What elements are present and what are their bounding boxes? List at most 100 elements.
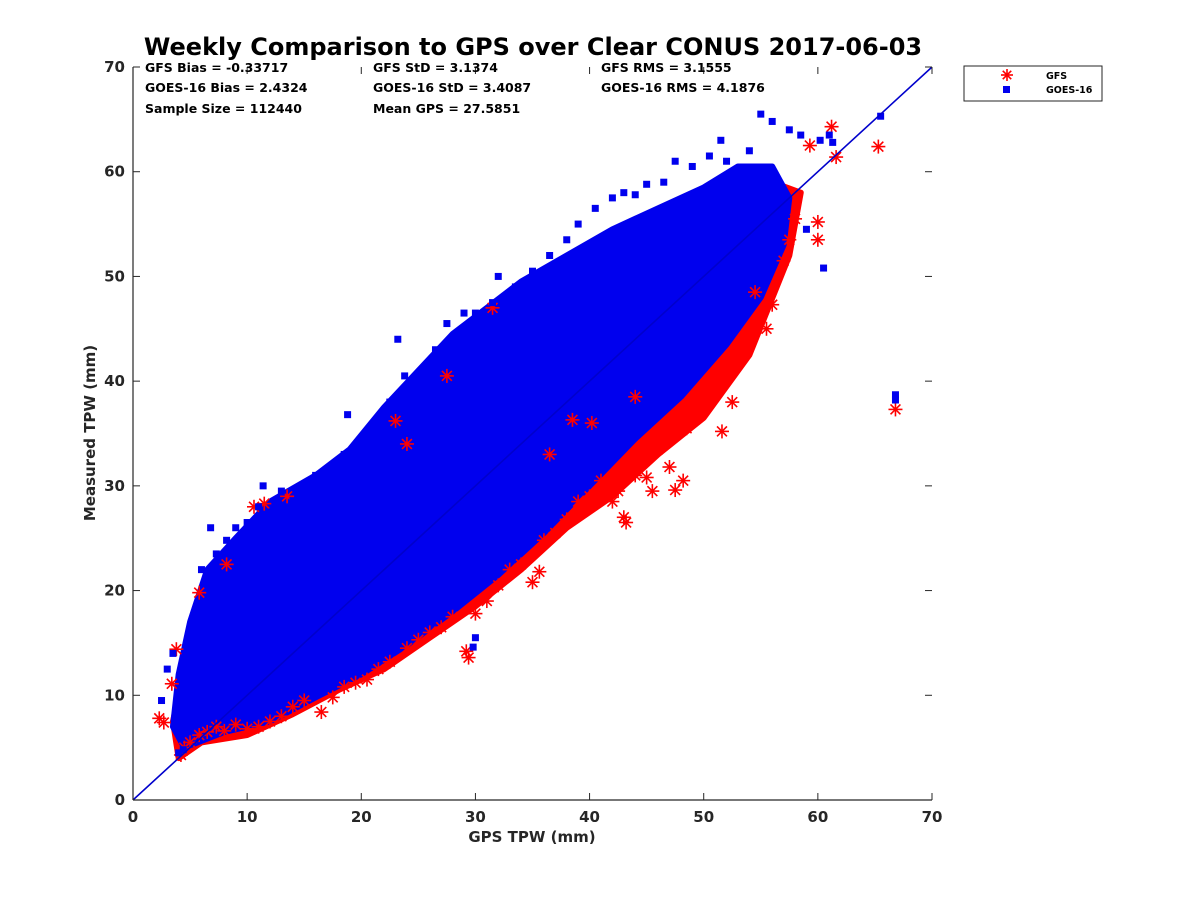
goes16-point [460,309,468,317]
legend-label-gfs: GFS [1046,71,1067,82]
y-tick-label: 70 [104,58,125,76]
goes16-point [700,314,708,322]
plot-area [133,67,932,800]
goes16-point [401,372,409,380]
gfs-point [593,473,608,488]
x-tick-label: 60 [807,808,828,826]
gfs-point [548,525,563,540]
x-tick-label: 20 [351,808,372,826]
x-tick-label: 10 [237,808,258,826]
gfs-point [759,321,774,336]
gfs-point [411,632,426,647]
gfs-point [748,285,763,300]
gfs-point [348,675,363,690]
chart-title: Weekly Comparison to GPS over Clear CONU… [144,33,922,61]
x-tick-label: 30 [465,808,486,826]
goes16-point [643,180,651,188]
gfs-std-text: GFS StD = 3.1374 [373,60,498,75]
gfs-point [536,533,551,548]
gfs-point [730,347,745,362]
goes16-point [179,746,187,754]
goes16-point [757,272,765,280]
goes16-point [688,162,696,170]
goes16-point [529,267,536,275]
goes16-point [312,471,320,479]
y-tick-label: 0 [115,791,125,809]
gfs-point [217,723,232,738]
gfs-point [399,436,414,451]
gfs-point [434,620,449,635]
goes16-point [255,503,263,511]
goes-rms-text: GOES-16 RMS = 4.1876 [601,80,765,95]
legend: GFS GOES-16 [963,65,1103,102]
goes16-point [409,393,417,401]
gfs-point [582,489,597,504]
gfs-point [708,384,723,399]
goes16-point [745,147,753,155]
gfs-point [668,483,683,498]
stats-annotations: GFS Bias = -0.33717 GFS StD = 3.1374 GFS… [145,60,765,116]
gfs-point [605,494,620,509]
goes16-point [671,157,679,165]
goes16-point [529,524,536,532]
gfs-point [571,494,586,509]
gfs-point [645,484,660,499]
gfs-point [479,594,494,609]
goes16-point [212,550,220,558]
gfs-point [696,400,711,415]
legend-label-goes16: GOES-16 [1046,85,1093,96]
gfs-point [742,327,757,342]
goes16-point [344,411,352,419]
goes16-point [340,450,348,458]
goes16-point [431,346,439,354]
gfs-point [628,468,643,483]
goes-std-text: GOES-16 StD = 3.4087 [373,80,531,95]
gfs-point [788,211,803,226]
goes16-point [877,112,885,120]
goes16-point [563,236,571,244]
goes16-point [574,220,582,228]
y-ticks: 0 10 20 30 40 50 60 70 [104,58,932,809]
gfs-point [297,693,312,708]
goes16-point [825,131,833,139]
gfs-point [829,150,844,165]
goes16-point [768,117,776,125]
gfs-point [802,138,817,153]
goes16-point [223,536,231,544]
gfs-point [685,410,700,425]
gfs-point [251,719,266,734]
gfs-point [228,717,243,732]
legend-asterisk [1001,69,1013,81]
y-tick-label: 50 [104,267,125,285]
gfs-point [776,253,791,268]
gfs-point [639,470,654,485]
gfs-point [468,606,483,621]
legend-box [963,65,1103,102]
gfs-point [274,709,289,724]
gfs-bias-text: GFS Bias = -0.33717 [145,60,288,75]
gfs-point [314,705,329,720]
goes16-point [469,643,477,651]
goes16-point-cloud [169,163,793,751]
goes16-point [197,566,205,574]
goes16-point [175,749,183,757]
goes16-point [192,608,200,616]
gfs-point [337,679,352,694]
goes16-point [494,272,502,280]
gfs-point [782,232,797,247]
gfs-point [628,389,643,404]
gfs-point [584,416,599,431]
gfs-point [219,557,234,572]
goes16-point [243,519,251,527]
gfs-point [491,578,506,593]
goes16-point [705,152,713,160]
gfs-point [399,641,414,656]
sample-size-text: Sample Size = 112440 [145,101,302,116]
gfs-point [359,672,374,687]
gfs-point [532,564,547,579]
goes16-point [797,131,805,139]
mean-gps-text: Mean GPS = 27.5851 [373,101,520,116]
goes16-point [591,204,599,212]
goes16-point [186,712,194,720]
x-tick-label: 70 [922,808,943,826]
